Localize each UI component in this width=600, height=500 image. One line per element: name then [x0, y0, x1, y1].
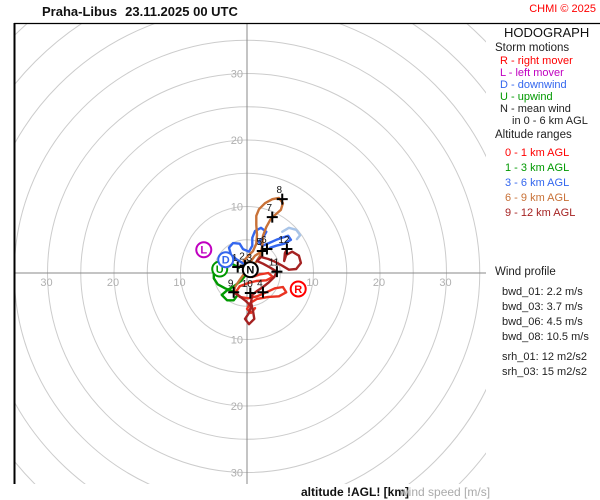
trace-9-12-km-agl [232, 247, 303, 326]
srh-value: srh_01: 12 m2/s2 [502, 351, 587, 363]
speed-tick-label: 20 [231, 135, 243, 147]
storm-motion-legend-item: L - left mover [500, 67, 564, 79]
bwd-value: bwd_03: 3.7 m/s [502, 301, 583, 313]
axis-caption-altitude: altitude !AGL! [km] [301, 485, 409, 499]
altitude-range-legend-item: 0 - 1 km AGL [505, 147, 570, 159]
altitude-range-legend-item: 9 - 12 km AGL [505, 207, 576, 219]
storm-motions-legend: R - right mover L - left mover D - downwin… [500, 55, 588, 127]
trace-0-1-km-agl [234, 271, 288, 315]
srh-value: srh_03: 15 m2/s2 [502, 366, 587, 378]
bwd-value: bwd_01: 2.2 m/s [502, 286, 583, 298]
altitude-marker-cross [232, 261, 244, 273]
speed-tick-label: 30 [231, 69, 243, 81]
storm-motion-legend-item: in 0 - 6 km AGL [512, 115, 588, 127]
altitude-marker-label: 9 [228, 278, 234, 289]
altitude-marker-label: 7 [266, 203, 272, 214]
altitude-ranges-heading: Altitude ranges [495, 129, 572, 141]
storm-motion-d-circle [217, 251, 235, 269]
altitude-marker-label: 4 [257, 278, 263, 289]
storm-motion-legend-item: N - mean wind [500, 103, 571, 115]
storm-motion-l-circle [195, 241, 213, 259]
altitude-marker-label: 11 [269, 258, 280, 269]
storm-motion-n-circle [241, 261, 259, 279]
altitude-range-legend-item: 6 - 9 km AGL [505, 192, 570, 204]
trace-3-6-km-agl [227, 226, 293, 271]
panel-title: HODOGRAPH [504, 25, 590, 40]
speed-tick-label: 30 [439, 277, 451, 289]
storm-motion-r-letter: R [294, 284, 302, 296]
storm-relative-helicity-list: srh_01: 12 m2/s2 srh_03: 15 m2/s2 [502, 350, 587, 380]
altitude-marker-label: 12 [278, 235, 290, 246]
altitude-ranges-legend: 0 - 1 km AGL 1 - 3 km AGL 3 - 6 km AGL 6 - … [505, 146, 575, 221]
copyright-label: CHMI © 2025 [529, 3, 596, 15]
bwd-value: bwd_06: 4.5 m/s [502, 316, 583, 328]
sounding-datetime: 23.11.2025 00 UTC [125, 4, 238, 19]
altitude-marker-cross [228, 286, 240, 298]
speed-tick-label: 20 [373, 277, 385, 289]
storm-motion-d-letter: D [222, 255, 230, 267]
altitude-marker-label: 2 [239, 252, 245, 263]
speed-tick-label: 10 [173, 277, 185, 289]
bulk-wind-difference-list: bwd_01: 2.2 m/s bwd_03: 3.7 m/s bwd_06: 4.… [502, 285, 589, 345]
altitude-marker-cross [266, 211, 278, 223]
speed-tick-label: 20 [107, 277, 119, 289]
altitude-marker-label: 8 [276, 185, 282, 196]
bwd-value: bwd_08: 10.5 m/s [502, 331, 589, 343]
storm-motion-legend-item: D - downwind [500, 79, 567, 91]
altitude-marker-label: 5 [257, 237, 263, 248]
storm-motion-legend-item: U - upwind [500, 91, 553, 103]
speed-tick-label: 30 [40, 277, 52, 289]
altitude-marker-cross [276, 193, 288, 205]
storm-motion-legend-item: R - right mover [500, 55, 573, 67]
altitude-marker-cross [261, 243, 273, 255]
altitude-marker-label: 6 [261, 235, 267, 246]
page-title: Praha-Libus 23.11.2025 00 UTC [42, 4, 238, 19]
speed-tick-label: 30 [231, 468, 243, 480]
altitude-marker-cross [271, 266, 283, 278]
speed-tick-label: 10 [231, 335, 243, 347]
storm-motion-l-letter: L [200, 245, 207, 257]
altitude-marker-cross [281, 243, 293, 255]
storm-motion-n-letter: N [246, 265, 254, 277]
station-name: Praha-Libus [42, 4, 118, 19]
altitude-marker-cross [244, 287, 256, 299]
altitude-range-legend-item: 3 - 6 km AGL [505, 177, 570, 189]
speed-tick-label: 10 [231, 202, 243, 214]
speed-tick-label: 10 [306, 277, 318, 289]
altitude-marker-cross [257, 286, 269, 298]
axis-caption-windspeed: wind speed [m/s] [400, 485, 491, 499]
altitude-marker-label: 10 [242, 279, 254, 290]
speed-tick-label: 20 [231, 401, 243, 413]
storm-motion-u-letter: U [216, 264, 224, 276]
altitude-marker-label: 3 [247, 253, 253, 264]
wind-profile-heading: Wind profile [495, 266, 556, 278]
trace-ghost-segment [281, 226, 302, 241]
altitude-marker-label: 1 [232, 253, 238, 264]
storm-motions-heading: Storm motions [495, 42, 570, 54]
altitude-range-legend-item: 1 - 3 km AGL [505, 162, 570, 174]
storm-motion-r-circle [289, 280, 307, 298]
